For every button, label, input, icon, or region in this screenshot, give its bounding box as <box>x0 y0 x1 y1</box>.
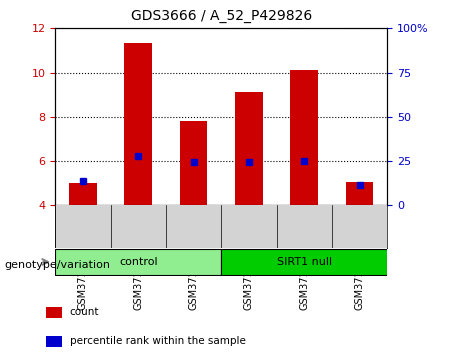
Text: genotype/variation: genotype/variation <box>5 261 111 270</box>
Text: control: control <box>119 257 158 267</box>
Bar <box>46 336 62 347</box>
Bar <box>180 121 207 205</box>
Title: GDS3666 / A_52_P429826: GDS3666 / A_52_P429826 <box>130 9 312 23</box>
Bar <box>290 70 318 205</box>
FancyBboxPatch shape <box>55 249 221 275</box>
Text: percentile rank within the sample: percentile rank within the sample <box>70 336 246 347</box>
Text: SIRT1 null: SIRT1 null <box>277 257 332 267</box>
Bar <box>124 43 152 205</box>
Text: count: count <box>70 307 99 317</box>
Bar <box>235 92 263 205</box>
Bar <box>346 182 373 205</box>
FancyBboxPatch shape <box>221 249 387 275</box>
Bar <box>46 307 62 318</box>
Bar <box>69 183 97 205</box>
